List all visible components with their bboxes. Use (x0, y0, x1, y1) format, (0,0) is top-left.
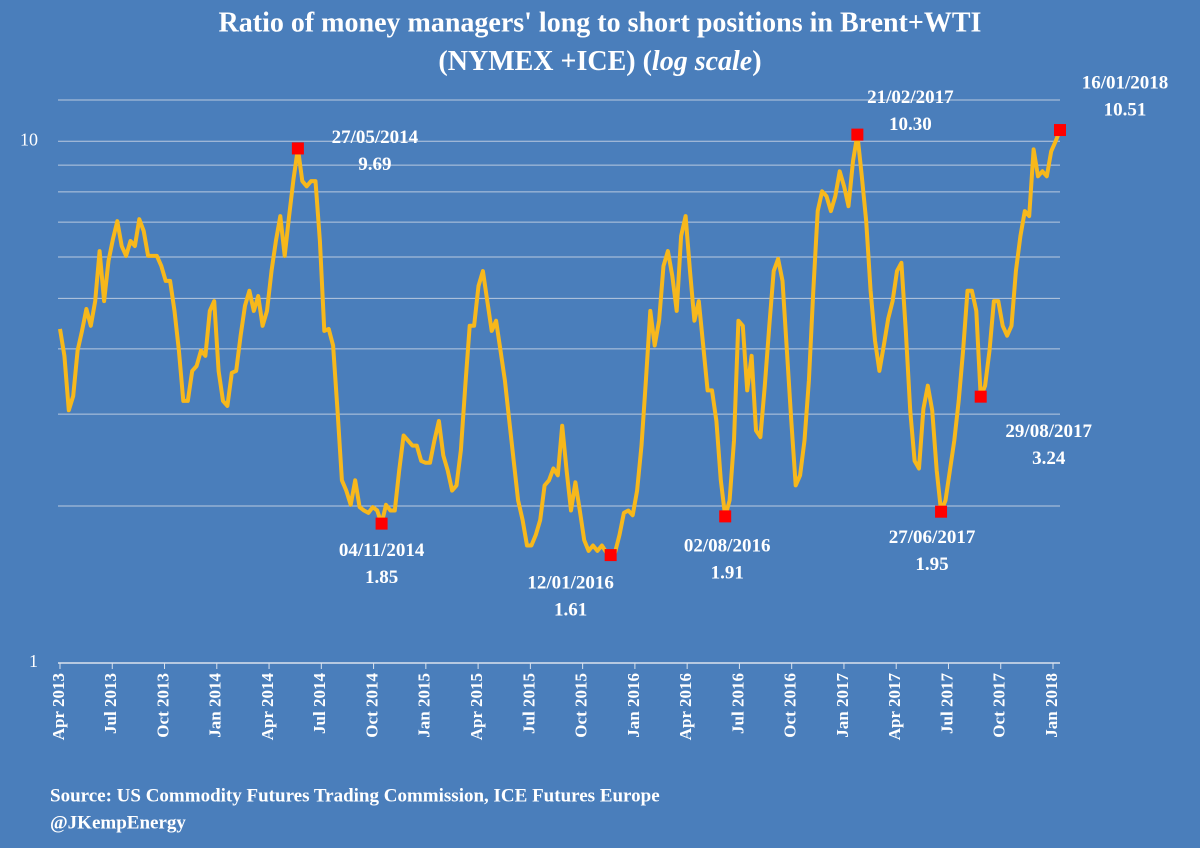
annotation-value: 1.85 (365, 567, 398, 588)
peak-marker (291, 142, 304, 155)
annotation-date: 21/02/2017 (867, 87, 954, 108)
chart-subtitle: (NYMEX +ICE) (log scale) (438, 46, 761, 77)
data-line (58, 129, 1062, 558)
subtitle-part: (NYMEX +ICE) ( (438, 46, 652, 77)
peak-marker (719, 510, 732, 523)
x-tick-label: Jan 2015 (415, 673, 434, 738)
x-tick-label: Oct 2014 (362, 673, 381, 738)
annotation-date: 27/06/2017 (889, 527, 976, 548)
x-tick-label: Jan 2014 (206, 673, 225, 738)
x-tick-label: Oct 2015 (572, 673, 591, 738)
annotation-date: 02/08/2016 (684, 536, 771, 557)
credit: @JKempEnergy (50, 812, 186, 833)
annotation-date: 29/08/2017 (1005, 421, 1092, 442)
peak-marker (851, 128, 864, 141)
annotation-value: 9.69 (358, 154, 391, 175)
x-tick-label: Jul 2014 (310, 673, 329, 734)
annotation-value: 10.51 (1104, 99, 1147, 120)
x-tick-label: Apr 2017 (885, 673, 904, 741)
peak-marker (375, 517, 388, 530)
x-tick-label: Oct 2013 (153, 673, 172, 738)
annotation-value: 1.61 (554, 599, 587, 620)
subtitle-part: log scale (652, 46, 752, 77)
annotation-date: 12/01/2016 (527, 572, 614, 593)
y-tick-label: 1 (29, 651, 38, 671)
annotation-value: 3.24 (1032, 448, 1066, 469)
peak-marker (1054, 124, 1066, 137)
peak-marker (604, 549, 617, 562)
annotation-date: 27/05/2014 (332, 127, 419, 148)
source-note: Source: US Commodity Futures Trading Com… (50, 785, 660, 806)
subtitle-part: ) (752, 46, 761, 77)
x-tick-label: Apr 2015 (467, 673, 486, 740)
annotation-value: 1.91 (711, 563, 744, 584)
annotation-date: 04/11/2014 (339, 540, 425, 561)
y-tick-label: 10 (20, 129, 38, 149)
x-tick-label: Jan 2018 (1042, 673, 1061, 738)
annotation-value: 1.95 (915, 554, 948, 575)
x-tick-label: Oct 2017 (990, 673, 1009, 738)
annotation-date: 16/01/2018 (1082, 72, 1169, 93)
peak-marker (974, 390, 987, 403)
x-tick-label: Apr 2016 (676, 673, 695, 740)
x-tick-label: Jul 2017 (937, 673, 956, 734)
x-tick-label: Jan 2016 (624, 673, 643, 738)
chart-title: Ratio of money managers' long to short p… (219, 7, 982, 38)
x-tick-label: Apr 2014 (258, 673, 277, 741)
x-tick-label: Oct 2016 (781, 673, 800, 738)
x-tick-label: Jul 2016 (728, 673, 747, 734)
x-tick-label: Jul 2013 (101, 673, 120, 734)
x-tick-label: Jan 2017 (833, 673, 852, 738)
x-tick-label: Apr 2013 (49, 673, 68, 740)
peak-marker (935, 505, 948, 518)
annotation-value: 10.30 (889, 114, 932, 135)
x-tick-label: Jul 2015 (519, 673, 538, 734)
